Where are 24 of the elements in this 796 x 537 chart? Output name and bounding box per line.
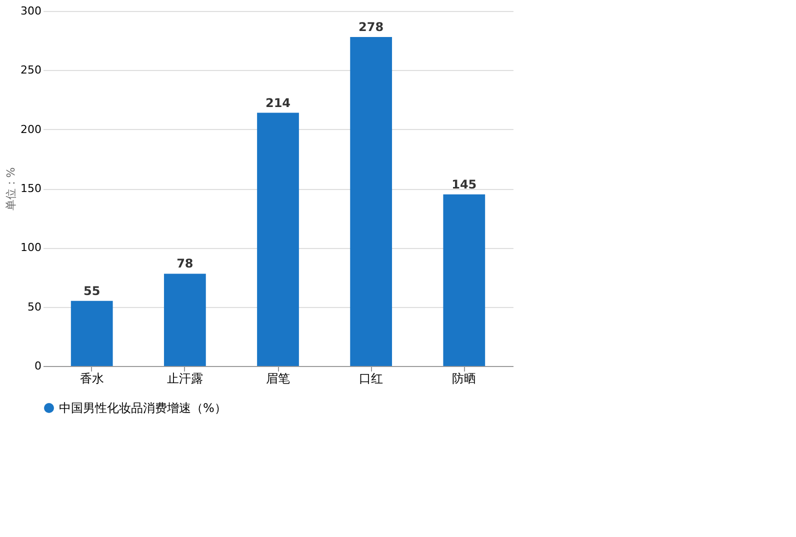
data-label: 214: [265, 96, 291, 110]
y-tick-label: 150: [20, 182, 42, 195]
bar: [350, 37, 392, 366]
x-tick-label: 香水: [80, 372, 104, 386]
y-tick-label: 200: [20, 122, 42, 136]
bar: [443, 194, 486, 366]
data-label: 145: [452, 177, 477, 192]
y-tick-label: 250: [20, 64, 42, 77]
data-label: 278: [358, 20, 384, 34]
x-tick-label: 止汗露: [166, 372, 203, 386]
bar: [164, 274, 206, 366]
bar: [70, 300, 113, 366]
x-tick-label: 防晒: [452, 372, 476, 386]
legend-label: 中国男性化妆品消费增速（%）: [59, 401, 226, 415]
bar: [257, 112, 299, 366]
y-tick-label: 300: [20, 4, 42, 18]
x-tick-label: 眉笔: [266, 372, 290, 386]
data-label: 78: [176, 256, 194, 271]
y-tick-label: 0: [34, 360, 42, 372]
x-tick-label: 口红: [359, 372, 384, 386]
y-axis-title: 单位：%: [4, 167, 18, 211]
y-tick-label: 50: [28, 300, 42, 314]
y-tick-label: 100: [20, 241, 42, 254]
data-label: 55: [84, 284, 100, 298]
